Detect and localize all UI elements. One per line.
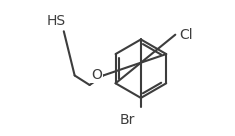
Text: HS: HS bbox=[47, 14, 66, 28]
Text: Br: Br bbox=[120, 113, 135, 127]
Text: O: O bbox=[91, 69, 102, 82]
Text: Cl: Cl bbox=[179, 28, 193, 42]
